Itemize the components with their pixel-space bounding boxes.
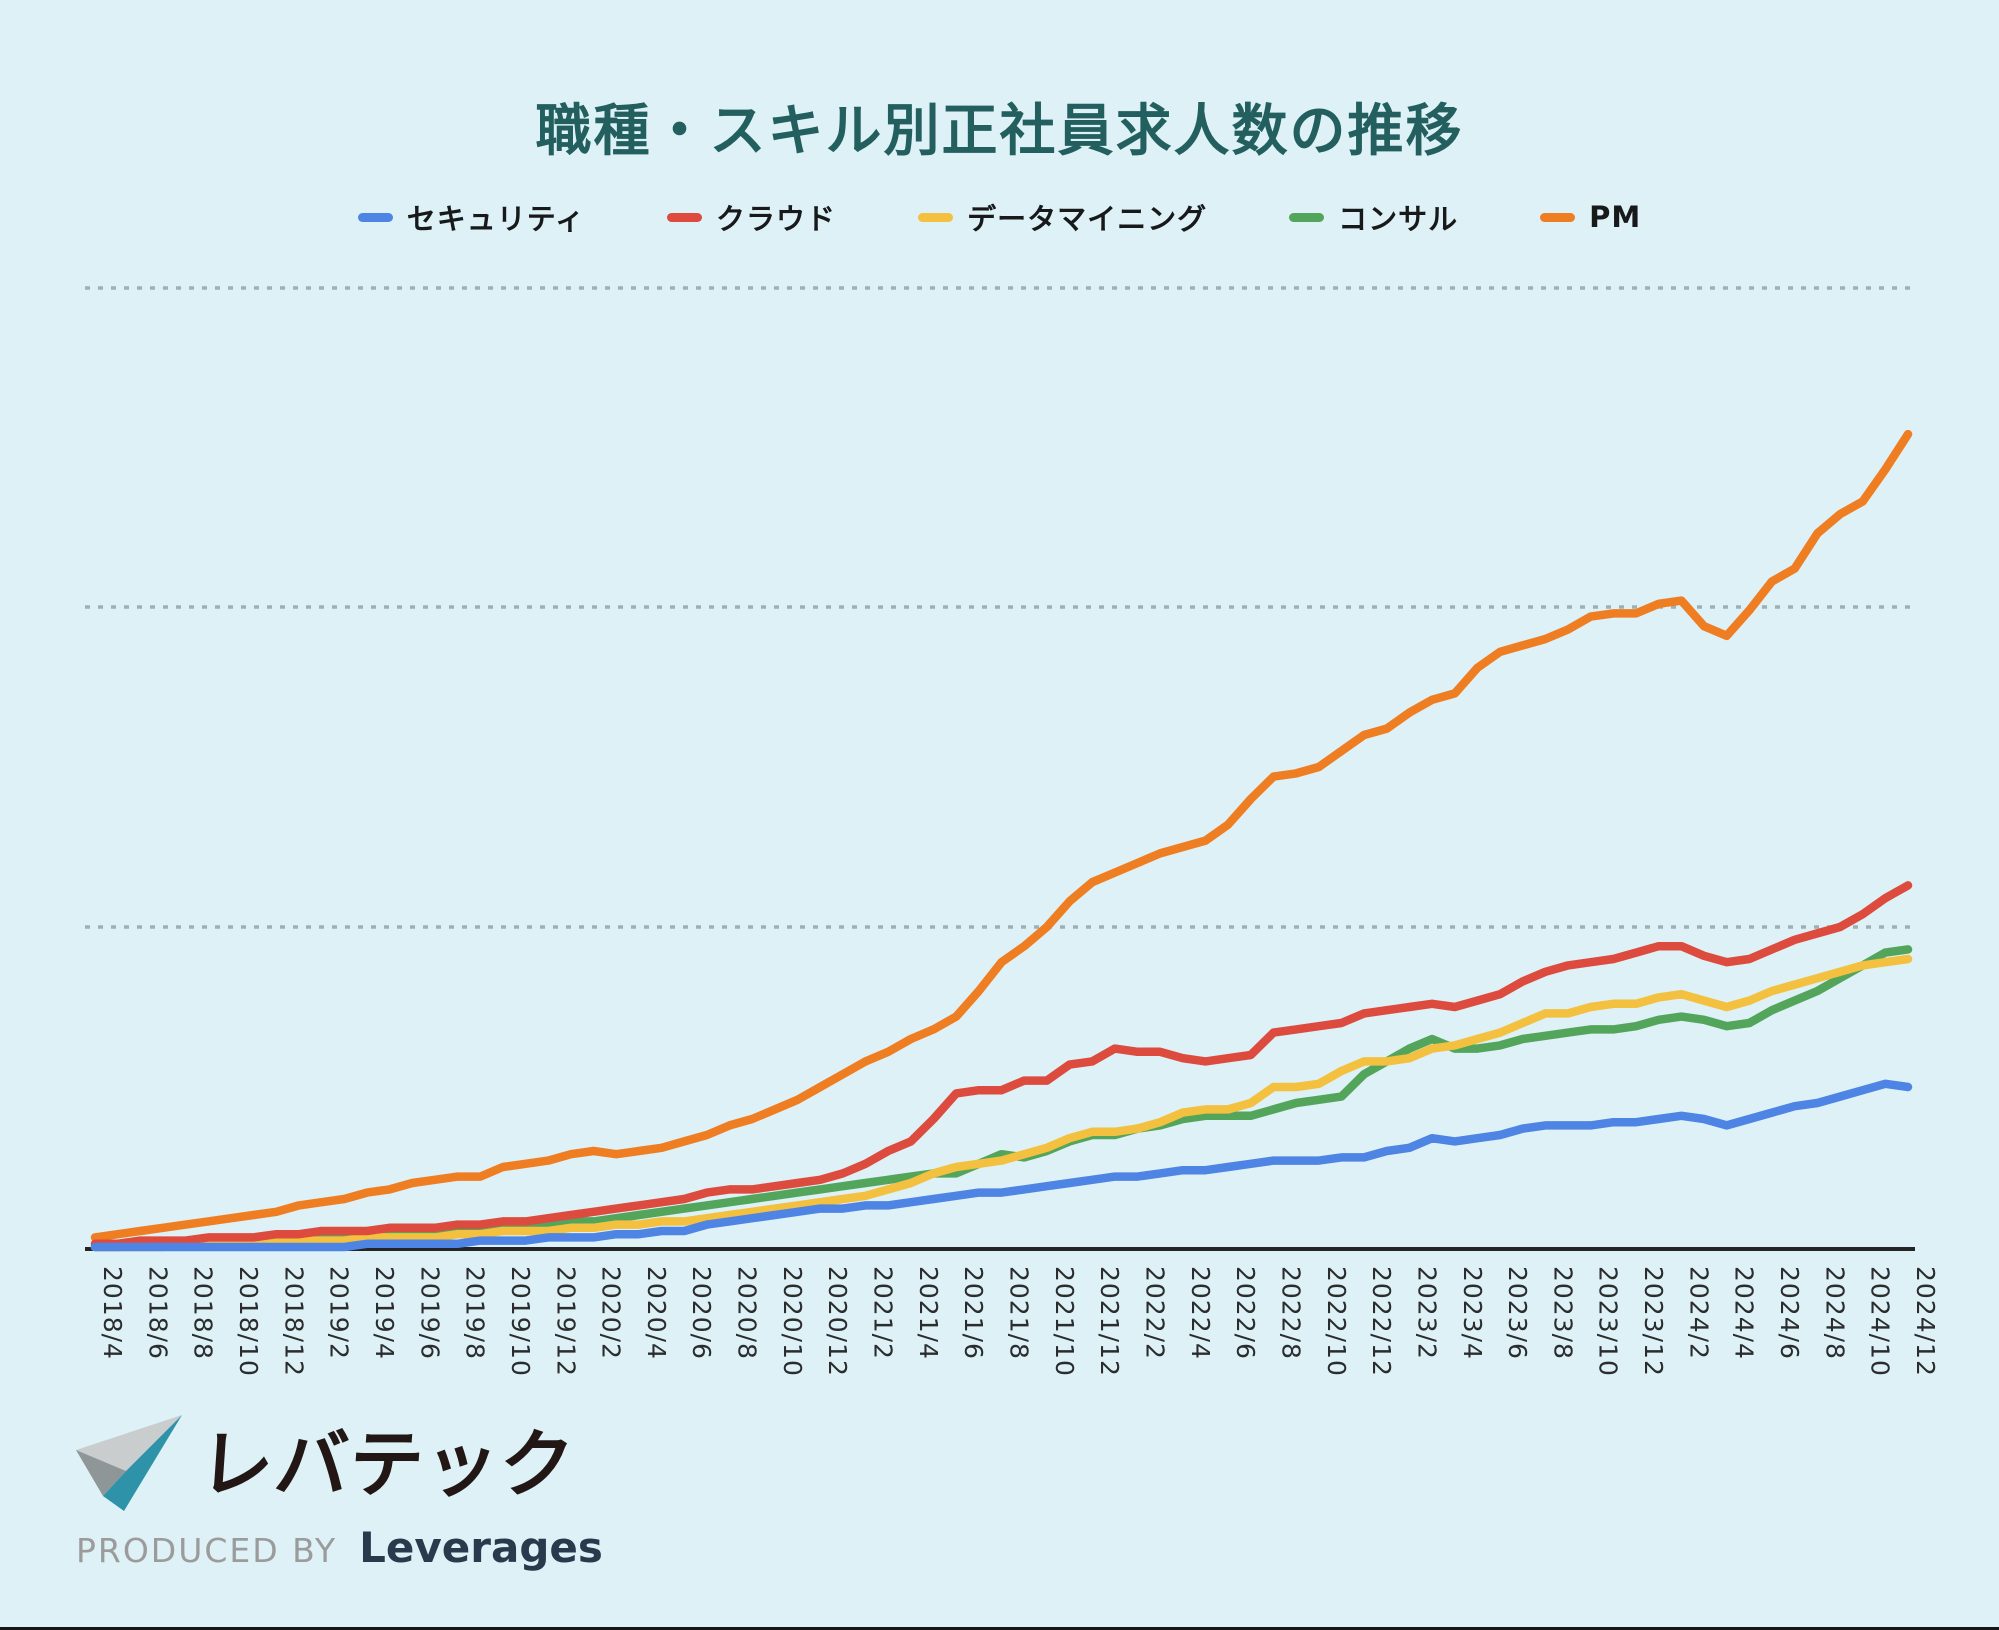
x-tick-label: 2019/4 [370, 1266, 399, 1360]
x-tick-label: 2018/10 [234, 1266, 263, 1377]
x-tick-label: 2024/8 [1820, 1266, 1849, 1360]
x-tick-label: 2021/10 [1050, 1266, 1079, 1377]
chart-title: 職種・スキル別正社員求人数の推移 [535, 99, 1464, 164]
logo-mark-facet-light [76, 1415, 182, 1471]
x-tick-label: 2022/8 [1276, 1266, 1305, 1360]
legend-item-cloud: クラウド [667, 196, 836, 238]
series-line-cloud [90, 881, 1913, 1249]
leverages-wordmark: Leverages [359, 1523, 603, 1572]
legend-swatch-data-mining [918, 212, 954, 222]
x-tick-label: 2020/12 [823, 1266, 852, 1377]
x-tick-label: 2021/2 [869, 1266, 898, 1360]
x-tick-label: 2024/4 [1730, 1266, 1759, 1360]
x-tick-label: 2023/12 [1639, 1266, 1668, 1377]
legend-label-pm: PM [1589, 200, 1642, 234]
x-tick-label: 2023/8 [1548, 1266, 1577, 1360]
legend-item-data-mining: データマイニング [918, 196, 1207, 238]
series-line-security [90, 1079, 1913, 1252]
legend-item-consulting: コンサル [1289, 196, 1458, 238]
x-tick-label: 2020/8 [733, 1266, 762, 1360]
x-tick-label: 2020/4 [642, 1266, 671, 1360]
series-line-pm [90, 429, 1913, 1242]
legend-swatch-pm [1540, 212, 1576, 222]
x-tick-label: 2024/12 [1911, 1266, 1940, 1377]
x-tick-label: 2019/8 [461, 1266, 490, 1360]
x-tick-label: 2023/4 [1458, 1266, 1487, 1360]
series-line-data-mining [90, 954, 1913, 1252]
levtech-logo: レバテック PRODUCED BY Leverages [72, 1405, 632, 1595]
x-tick-label: 2018/6 [143, 1266, 172, 1360]
legend-label-cloud: クラウド [716, 202, 837, 236]
x-tick-label: 2018/8 [189, 1266, 218, 1360]
x-tick-label: 2019/2 [325, 1266, 354, 1360]
x-tick-label: 2019/6 [415, 1266, 444, 1360]
x-tick-label: 2022/12 [1367, 1266, 1396, 1377]
legend-item-pm: PM [1540, 200, 1641, 234]
logo-mark-facet-mid [76, 1450, 126, 1496]
x-tick-label: 2023/10 [1594, 1266, 1623, 1377]
x-tick-label: 2018/4 [98, 1266, 127, 1360]
x-tick-label: 2021/6 [959, 1266, 988, 1360]
x-tick-label: 2019/12 [551, 1266, 580, 1377]
x-tick-label: 2020/6 [687, 1266, 716, 1360]
legend-swatch-cloud [667, 212, 703, 222]
legend-label-data-mining: データマイニング [967, 202, 1208, 236]
x-tick-label: 2024/2 [1684, 1266, 1713, 1360]
x-tick-label: 2019/10 [506, 1266, 535, 1377]
x-tick-label: 2022/10 [1322, 1266, 1351, 1377]
x-tick-label: 2024/10 [1866, 1266, 1895, 1377]
chart-legend: セキュリティ クラウド データマイニング コンサル PM [0, 196, 1999, 238]
x-tick-label: 2023/6 [1503, 1266, 1532, 1360]
logo-subline: PRODUCED BY Leverages [76, 1523, 603, 1572]
legend-swatch-security [357, 212, 393, 222]
produced-by-label: PRODUCED BY [76, 1531, 338, 1570]
x-tick-label: 2023/2 [1412, 1266, 1441, 1360]
legend-label-consulting: コンサル [1338, 202, 1459, 236]
levtech-logo-text: レバテック [196, 1422, 578, 1508]
x-tick-label: 2024/6 [1775, 1266, 1804, 1360]
logo-mark-facet-teal [103, 1415, 182, 1511]
legend-swatch-consulting [1289, 212, 1325, 222]
x-tick-label: 2022/6 [1231, 1266, 1260, 1360]
x-tick-label: 2022/2 [1140, 1266, 1169, 1360]
x-tick-label: 2021/12 [1095, 1266, 1124, 1377]
x-tick-label: 2020/10 [778, 1266, 807, 1377]
series-line-consulting [90, 945, 1913, 1252]
x-tick-label: 2018/12 [279, 1266, 308, 1377]
x-tick-label: 2021/8 [1005, 1266, 1034, 1360]
levtech-logo-mark [76, 1415, 182, 1511]
x-tick-label: 2020/2 [597, 1266, 626, 1360]
x-tick-label: 2022/4 [1186, 1266, 1215, 1360]
legend-item-security: セキュリティ [357, 196, 586, 238]
x-tick-label: 2021/4 [914, 1266, 943, 1360]
image-bottom-border [0, 1627, 1999, 1630]
legend-label-security: セキュリティ [406, 202, 586, 236]
